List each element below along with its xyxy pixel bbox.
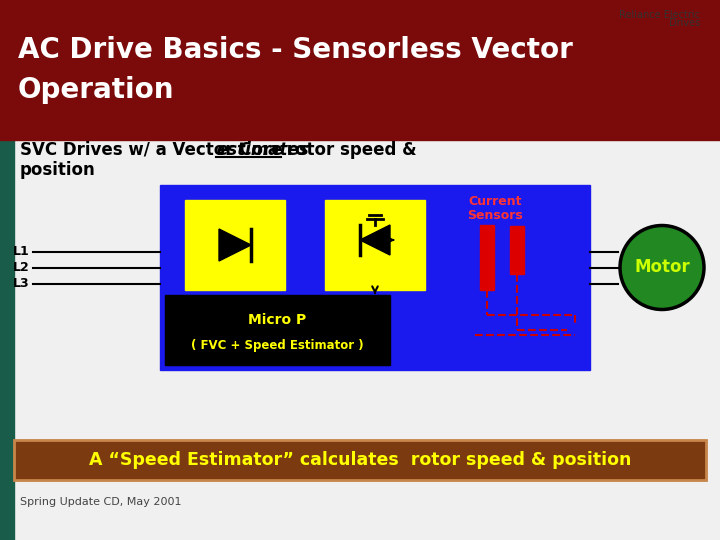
Text: rotor speed &: rotor speed & (281, 141, 416, 159)
Text: Sensors: Sensors (467, 209, 523, 222)
Bar (14, 440, 706, 480)
Text: Current: Current (468, 195, 522, 208)
Text: ( FVC + Speed Estimator ): ( FVC + Speed Estimator ) (191, 339, 364, 352)
Text: Spring Update CD, May 2001: Spring Update CD, May 2001 (20, 497, 181, 507)
Text: SVC Drives w/ a Vector Core: SVC Drives w/ a Vector Core (20, 141, 289, 159)
Text: A “Speed Estimator” calculates  rotor speed & position: A “Speed Estimator” calculates rotor spe… (89, 451, 631, 469)
Polygon shape (360, 225, 390, 255)
Circle shape (620, 226, 704, 309)
Text: L2: L2 (13, 261, 30, 274)
Bar (185, 200, 285, 290)
Bar (165, 295, 390, 365)
Bar (510, 226, 524, 273)
Text: position: position (20, 161, 96, 179)
Text: Motor: Motor (634, 259, 690, 276)
Text: AC Drive Basics - Sensorless Vector: AC Drive Basics - Sensorless Vector (18, 36, 573, 64)
Polygon shape (219, 229, 251, 261)
Text: Drives: Drives (669, 18, 700, 28)
Text: L1: L1 (13, 245, 30, 258)
Bar (325, 200, 425, 290)
Bar (160, 185, 590, 370)
Bar (0, 0, 720, 140)
Text: Operation: Operation (18, 76, 174, 104)
Text: L3: L3 (14, 277, 30, 290)
Text: Reliance Electric: Reliance Electric (619, 10, 700, 20)
Text: estimates: estimates (216, 141, 309, 159)
Text: Micro P: Micro P (248, 313, 306, 327)
Bar (14, 440, 706, 480)
Bar (480, 225, 494, 290)
Bar (0, 0, 14, 540)
